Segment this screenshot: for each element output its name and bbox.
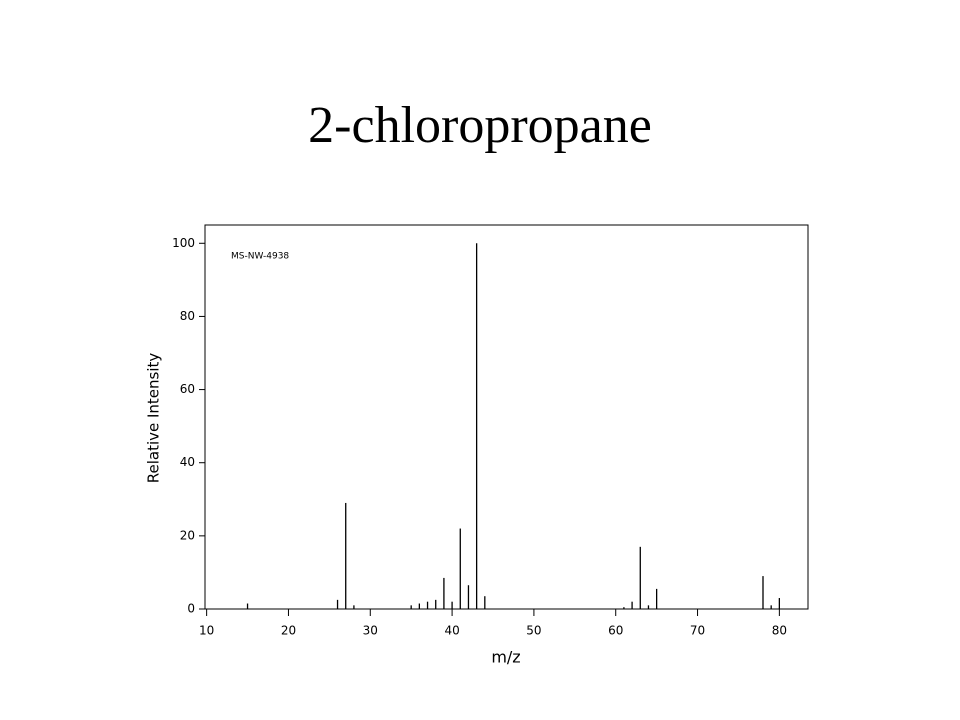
y-tick-label: 80 <box>180 309 195 323</box>
x-tick-label: 40 <box>444 624 459 638</box>
y-tick-label: 20 <box>180 528 195 542</box>
x-tick-label: 30 <box>363 624 378 638</box>
x-tick-label: 60 <box>608 624 623 638</box>
chart-title: 2-chloropropane <box>308 97 652 154</box>
x-tick-label: 20 <box>281 624 296 638</box>
x-axis-label: m/z <box>491 648 520 667</box>
y-tick-label: 100 <box>172 236 195 250</box>
x-tick-label: 50 <box>526 624 541 638</box>
y-tick-label: 40 <box>180 455 195 469</box>
x-tick-label: 10 <box>199 624 214 638</box>
y-tick-label: 60 <box>180 382 195 396</box>
y-tick-label: 0 <box>187 602 195 616</box>
y-axis-label: Relative Intensity <box>145 353 163 484</box>
plot-frame <box>204 224 809 610</box>
annotation: MS-NW-4938 <box>231 252 289 262</box>
x-tick-label: 80 <box>772 624 787 638</box>
x-tick-label: 70 <box>690 624 705 638</box>
